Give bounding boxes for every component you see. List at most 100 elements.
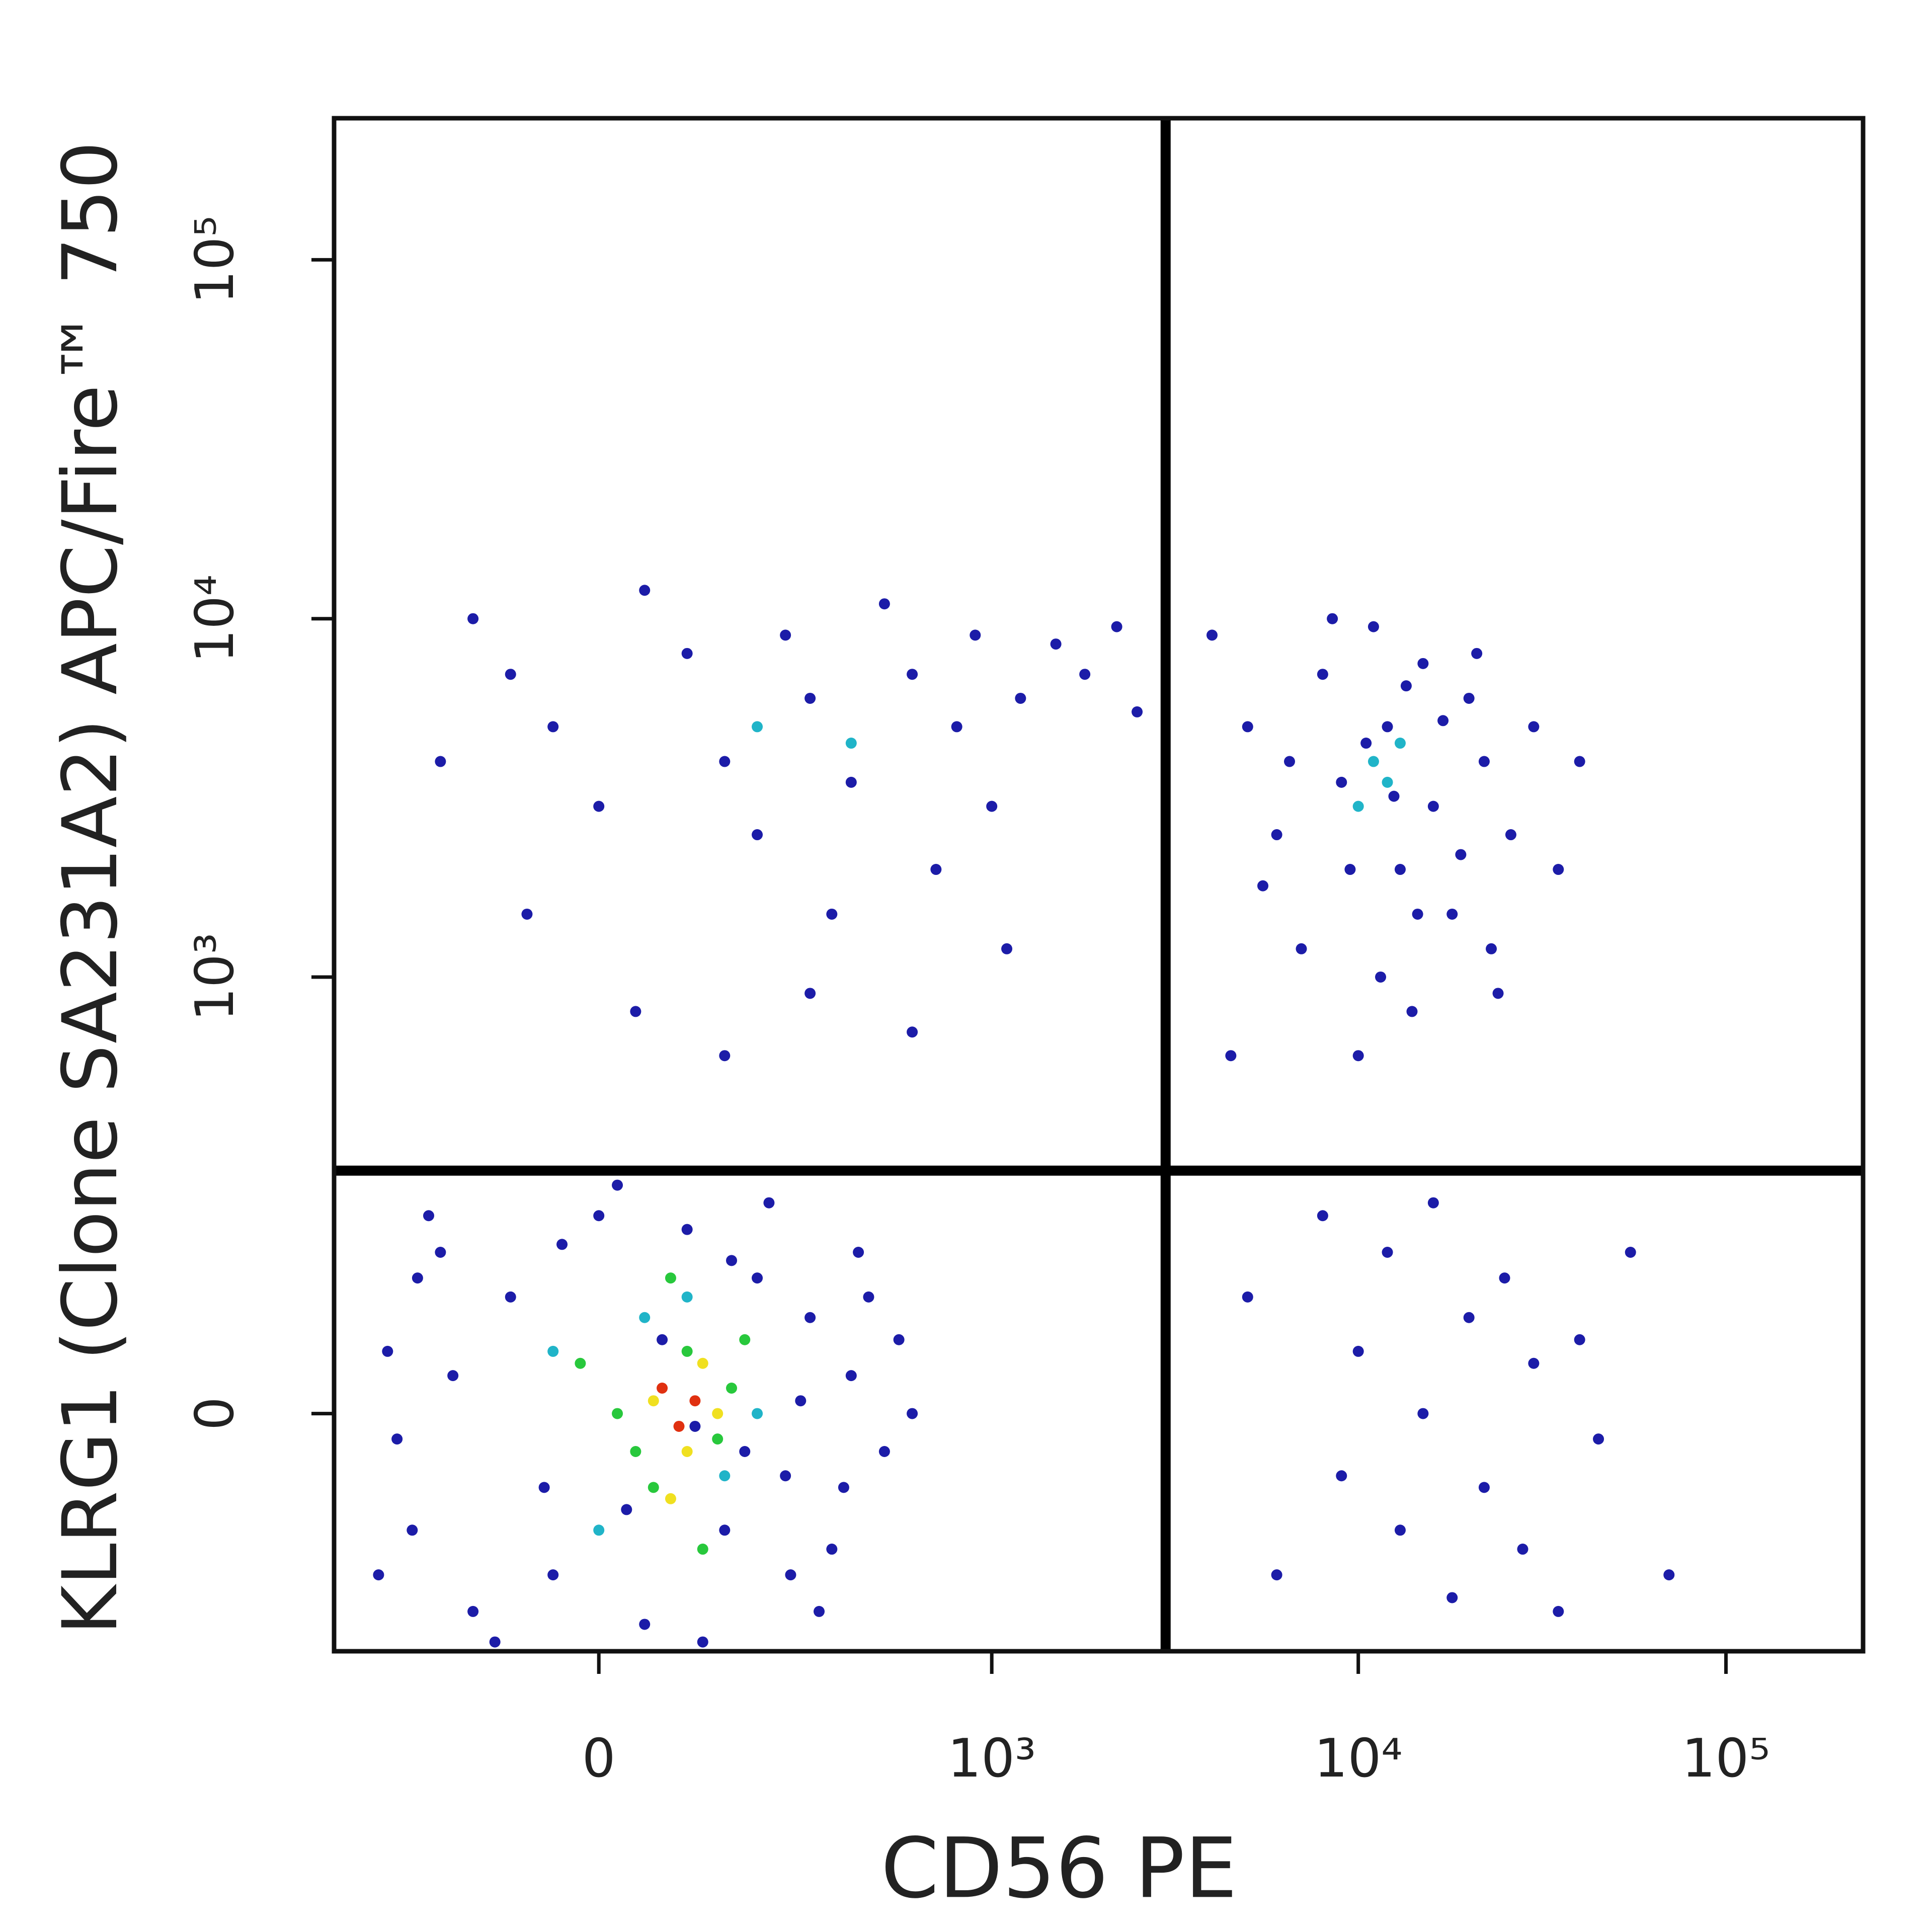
point	[489, 1636, 501, 1648]
point	[1352, 800, 1364, 812]
point	[1478, 1482, 1490, 1493]
point	[556, 1239, 568, 1250]
point	[726, 1383, 738, 1394]
point	[657, 1383, 668, 1394]
point	[547, 721, 559, 733]
point	[1593, 1433, 1604, 1445]
y-axis-label: KLRG1 (Clone SA231A2) APC/Fire™ 750	[47, 141, 134, 1635]
point	[838, 1482, 849, 1493]
y-tick-label: 10³	[184, 933, 246, 1021]
plot-frame	[332, 116, 1866, 1654]
point	[697, 1636, 708, 1648]
point	[1574, 756, 1585, 767]
point	[1505, 829, 1516, 841]
point	[1367, 621, 1379, 632]
point	[665, 1272, 676, 1284]
point	[1352, 1050, 1364, 1062]
point	[689, 1420, 701, 1432]
point	[826, 1544, 838, 1555]
point	[681, 1446, 693, 1458]
point	[697, 1357, 708, 1369]
y-tick-label: 10⁵	[184, 216, 246, 304]
point	[505, 1291, 516, 1303]
point	[845, 738, 857, 749]
point	[712, 1408, 723, 1419]
point	[1382, 776, 1393, 788]
point	[719, 1050, 731, 1062]
point	[1528, 1357, 1540, 1369]
point	[681, 1345, 693, 1357]
point	[795, 1395, 807, 1407]
point	[739, 1334, 751, 1345]
point	[853, 1247, 864, 1258]
point	[845, 1370, 857, 1382]
x-tick-label: 10⁵	[1682, 1728, 1770, 1789]
x-axis-label: CD56 PE	[881, 1820, 1237, 1916]
point	[1463, 692, 1475, 704]
point	[826, 908, 838, 920]
point	[681, 1291, 693, 1303]
point	[752, 829, 763, 841]
point	[863, 1291, 874, 1303]
point	[1360, 738, 1372, 749]
point	[382, 1345, 393, 1357]
point	[1001, 943, 1013, 954]
point	[1663, 1569, 1675, 1581]
point	[435, 1247, 446, 1258]
point	[547, 1345, 559, 1357]
x-tick-label: 10³	[947, 1728, 1036, 1789]
point	[1344, 864, 1356, 875]
point	[726, 1255, 738, 1266]
point	[1271, 829, 1282, 841]
point	[1406, 1006, 1418, 1017]
x-tick-label: 10⁴	[1314, 1728, 1403, 1789]
point	[1296, 943, 1307, 954]
point	[665, 1493, 676, 1504]
point	[1225, 1050, 1237, 1062]
point	[1446, 1592, 1458, 1603]
point	[752, 1408, 763, 1419]
point	[630, 1006, 641, 1017]
point	[804, 1312, 816, 1323]
point	[423, 1210, 435, 1222]
point	[907, 669, 918, 680]
point	[1257, 880, 1269, 892]
point	[907, 1026, 918, 1038]
point	[719, 1524, 731, 1536]
point	[1388, 790, 1400, 802]
point	[1492, 988, 1504, 999]
point	[907, 1408, 918, 1419]
point	[785, 1569, 796, 1581]
point	[878, 1446, 890, 1458]
point	[447, 1370, 459, 1382]
point	[1382, 1247, 1393, 1258]
point	[1471, 648, 1483, 659]
point	[681, 1224, 693, 1235]
point	[1400, 680, 1412, 692]
point	[373, 1569, 384, 1581]
point	[1382, 721, 1393, 733]
point	[657, 1334, 668, 1345]
point	[697, 1544, 708, 1555]
point	[1111, 621, 1122, 632]
point	[1394, 864, 1406, 875]
point	[639, 1312, 651, 1323]
point	[712, 1433, 723, 1445]
point	[814, 1605, 825, 1617]
point	[1455, 849, 1467, 860]
point	[407, 1524, 418, 1536]
point	[878, 598, 890, 610]
point	[1517, 1544, 1528, 1555]
point	[752, 1272, 763, 1284]
point	[1499, 1272, 1510, 1284]
point	[575, 1357, 586, 1369]
point	[1427, 800, 1439, 812]
point	[435, 756, 446, 767]
point	[1553, 864, 1564, 875]
point	[1553, 1605, 1564, 1617]
point	[1242, 1291, 1253, 1303]
point	[1242, 721, 1253, 733]
point	[538, 1482, 550, 1493]
point	[1352, 1345, 1364, 1357]
